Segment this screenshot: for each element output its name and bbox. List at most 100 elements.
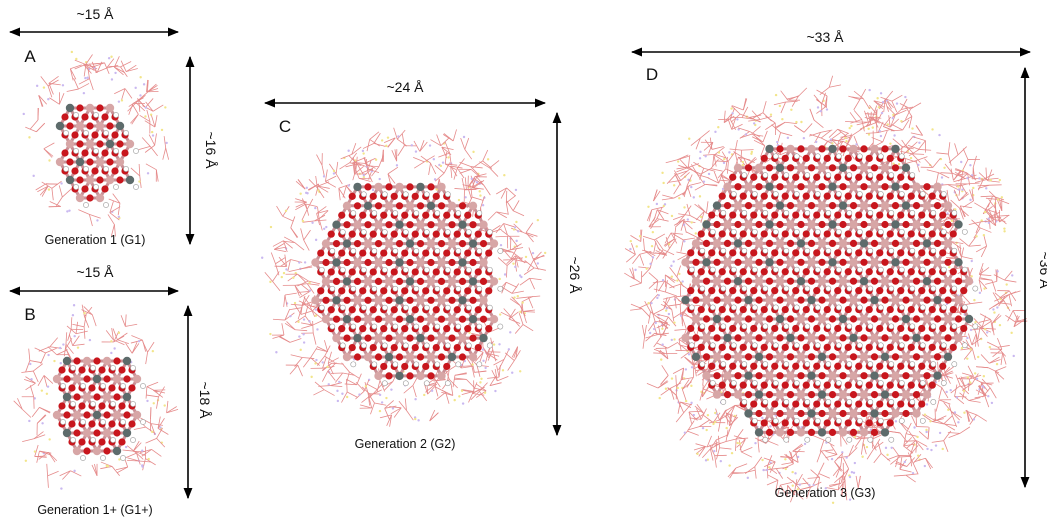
solvent-dot [302,333,304,335]
hydrogen [110,401,115,406]
metal [734,239,742,247]
solvent-dot [761,459,763,461]
oxygen [412,231,419,238]
oxygen [913,278,920,285]
metal [713,239,721,247]
ligand-bond [490,160,499,167]
hydrogen [487,267,492,272]
oxygen [782,306,789,313]
hydrogen [868,173,873,178]
solvent-dot [926,403,928,405]
solvent-dot [885,447,887,449]
oxygen [729,325,736,332]
panel: ~15 Å~18 ÅBGeneration 1+ (G1+) [10,264,213,517]
metal [469,202,477,210]
hydrogen [710,229,715,234]
ligand-bond [125,453,136,458]
metal [86,176,94,184]
hydrogen [847,286,852,291]
hydrogen [794,305,799,310]
ligand-bond [59,185,62,197]
solvent-dot [747,477,749,479]
solvent-dot [924,413,926,415]
solvent-dot [36,85,38,87]
solvent-dot [997,198,999,200]
ligand-bond [786,101,798,102]
oxygen [950,230,957,237]
ligand-bond [666,160,678,163]
hydrogen [372,324,377,329]
ligand-bond [719,414,729,420]
ligand-bond [285,323,295,329]
oxygen [698,344,705,351]
ligand-bond [647,383,658,388]
solvent-dot [458,395,460,397]
solvent-dot [704,155,706,157]
ligand-bond [960,239,969,247]
metal [479,221,487,229]
metal [406,353,414,361]
oxygen [818,183,825,190]
solvent-dot [463,136,465,138]
oxygen [708,211,715,218]
metal [427,353,435,361]
solvent-dot [636,245,638,247]
oxygen [797,221,804,228]
oxygen [797,372,804,379]
metal [416,296,424,304]
ligand-bond [513,200,519,210]
ligand-bond [914,137,925,141]
ligand-bond [304,230,311,240]
hydrogen [63,130,68,135]
metal [76,194,84,202]
ligand-bond [117,340,128,344]
ligand-bond [92,315,96,326]
oxygen [359,325,366,332]
oxygen [923,372,930,379]
solvent-dot [887,123,889,125]
solvent-dot [161,129,163,131]
ligand-bond [48,476,49,488]
ligand-bond [329,164,336,174]
height-label: ~26 Å [567,257,583,295]
ligand-bond [487,377,499,378]
oxygen [98,438,105,445]
solvent-dot [946,212,948,214]
metal [839,315,847,323]
solvent-dot [165,142,167,144]
oxygen [328,231,335,238]
hydrogen [920,305,925,310]
hydrogen [773,154,778,159]
metal [744,296,752,304]
ligand-bond [775,122,785,129]
oxygen [871,315,878,322]
ligand-bond [919,149,931,150]
hydrogen [920,229,925,234]
metal [458,258,466,266]
hydrogen [784,286,789,291]
solvent-dot [942,448,944,450]
oxygen [359,249,366,256]
ligand-bond [513,211,524,216]
ligand-bond [275,264,278,275]
ligand-bond [975,335,976,347]
metal [744,372,752,380]
oxygen [96,140,103,147]
ligand-bond [874,453,881,462]
ligand-bond [781,133,793,136]
solvent-dot [972,187,974,189]
metal [744,183,752,191]
solvent-dot [1013,355,1015,357]
ligand-bond [906,474,918,475]
oxygen [902,297,909,304]
metal [395,334,403,342]
ligand-bond [718,119,730,120]
ligand-bond [413,385,416,396]
solvent-dot [285,210,287,212]
solvent-dot [690,402,692,404]
oxygen [944,297,951,304]
ligand-bond [472,197,483,200]
solvent-dot [414,398,416,400]
ligand-bond [976,367,988,368]
ligand-bond [33,371,38,382]
